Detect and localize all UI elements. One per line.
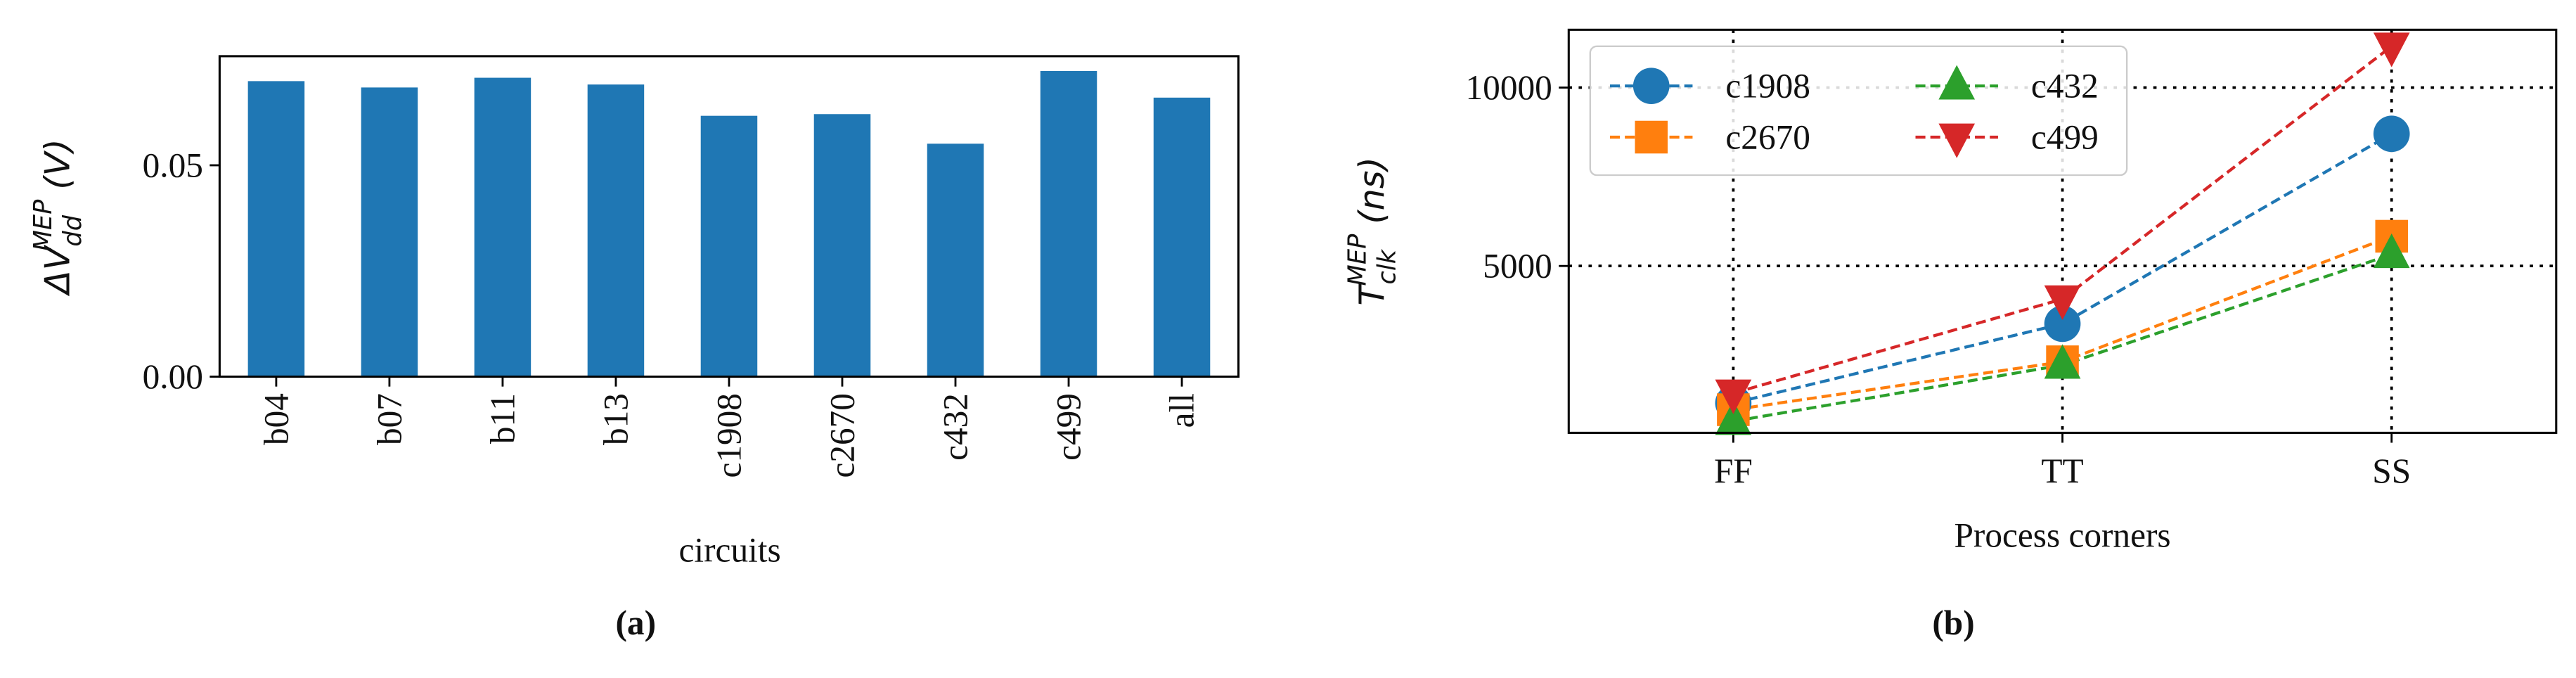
marker bbox=[2373, 32, 2410, 68]
bar bbox=[587, 84, 645, 377]
caption: (a) bbox=[616, 603, 657, 642]
x-tick-label: TT bbox=[2041, 452, 2083, 490]
x-tick-label: b07 bbox=[370, 393, 408, 445]
y-label-sub: dd bbox=[58, 215, 87, 246]
y-axis-label: TclkMEP (ns) bbox=[1343, 157, 1401, 305]
legend-label: c432 bbox=[2031, 67, 2099, 105]
y-axis-label: ΔVddMEP (V) bbox=[29, 139, 87, 297]
x-tick-label: FF bbox=[1714, 452, 1753, 490]
marker bbox=[2044, 285, 2081, 320]
x-tick-label: b13 bbox=[596, 393, 635, 445]
plot-frame bbox=[1567, 28, 2558, 434]
x-tick-label: c1908 bbox=[709, 393, 748, 478]
bar bbox=[700, 115, 758, 377]
marker bbox=[2373, 234, 2410, 269]
x-tick-label: all bbox=[1162, 393, 1201, 428]
marker bbox=[2373, 115, 2410, 153]
bar bbox=[927, 143, 984, 377]
x-tick-label: b04 bbox=[257, 393, 295, 445]
bar bbox=[813, 114, 871, 377]
legend-label: c2670 bbox=[1725, 117, 1810, 156]
x-tick-label: c2670 bbox=[823, 393, 861, 478]
x-tick-label: c499 bbox=[1049, 393, 1088, 461]
legend-box bbox=[1589, 45, 2128, 177]
y-tick-label: 5000 bbox=[1483, 247, 1552, 286]
x-tick-label: c432 bbox=[936, 393, 974, 461]
y-tick-label: 0.05 bbox=[143, 146, 203, 184]
legend-label: c499 bbox=[2031, 117, 2099, 156]
y-tick-label: 10000 bbox=[1466, 68, 1552, 107]
series-line bbox=[1732, 132, 2393, 405]
marker bbox=[2044, 305, 2081, 343]
bar bbox=[361, 87, 418, 377]
x-tick-label: b11 bbox=[483, 393, 522, 444]
plot-frame bbox=[218, 55, 1240, 378]
marker bbox=[1635, 120, 1668, 154]
y-label-sup: MEP bbox=[1343, 234, 1372, 286]
marker bbox=[1938, 123, 1976, 158]
y-label-sup: MEP bbox=[29, 199, 58, 252]
x-axis-label: circuits bbox=[679, 531, 781, 570]
y-label-sub: clk bbox=[1373, 248, 1402, 284]
x-tick-label: SS bbox=[2372, 452, 2411, 490]
y-label-unit: (ns) bbox=[1351, 157, 1392, 224]
y-label-base: T bbox=[1351, 282, 1392, 306]
marker bbox=[1938, 65, 1976, 100]
bar bbox=[474, 77, 532, 377]
caption: (b) bbox=[1932, 603, 1974, 642]
bar bbox=[1040, 70, 1097, 377]
y-label-base: ΔV bbox=[37, 244, 78, 297]
bar bbox=[247, 81, 305, 377]
x-axis-label: Process corners bbox=[1954, 516, 2170, 554]
marker bbox=[1715, 379, 1752, 414]
marker bbox=[1715, 400, 1752, 435]
y-tick-label: 0.00 bbox=[143, 357, 203, 396]
marker bbox=[1632, 68, 1670, 105]
bar bbox=[1153, 97, 1211, 377]
y-label-unit: (V) bbox=[37, 139, 78, 189]
legend-label: c1908 bbox=[1725, 67, 1810, 105]
marker bbox=[2044, 344, 2081, 379]
